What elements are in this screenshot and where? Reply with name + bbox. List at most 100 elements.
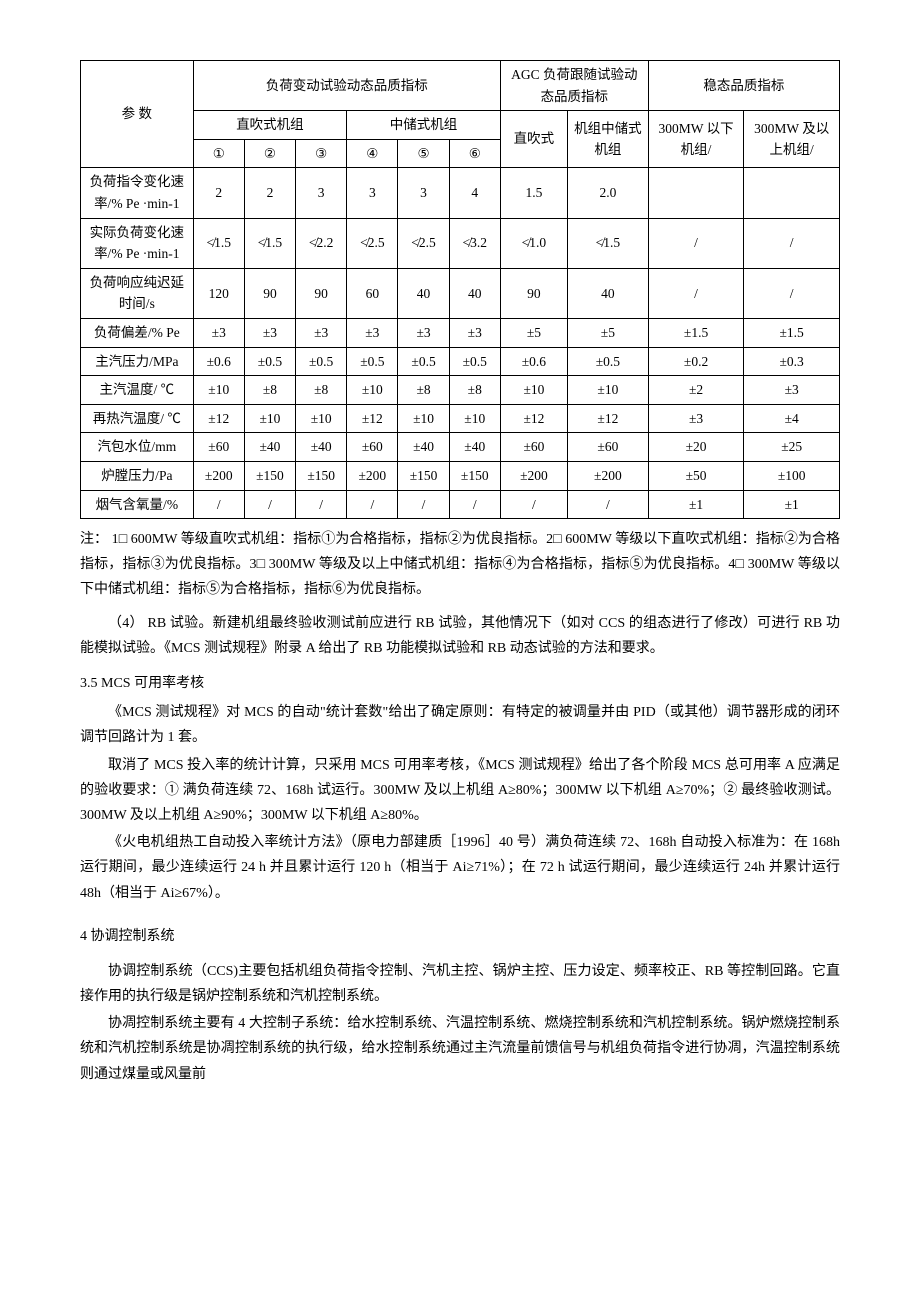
row-value: ±5 (500, 318, 567, 347)
th-c6: ⑥ (449, 139, 500, 168)
row-value: ±0.5 (449, 347, 500, 376)
row-value: 2 (193, 168, 244, 218)
row-value: ±0.5 (244, 347, 295, 376)
row-value: 2 (244, 168, 295, 218)
row-value: / (296, 490, 347, 519)
row-value: 40 (398, 268, 449, 318)
th-stable-above: 300MW 及以上机组/ (744, 111, 840, 168)
row-value: ±0.5 (398, 347, 449, 376)
row-value: ±100 (744, 461, 840, 490)
row-value: ±200 (347, 461, 398, 490)
row-value: ±4 (744, 404, 840, 433)
row-value: ≮1.5 (244, 218, 295, 268)
row-value: ±0.3 (744, 347, 840, 376)
row-value: / (744, 268, 840, 318)
row-value: 3 (296, 168, 347, 218)
para-4-1: 协调控制系统（CCS)主要包括机组负荷指令控制、汽机主控、锅炉主控、压力设定、频… (80, 959, 840, 1009)
row-value: ±0.6 (193, 347, 244, 376)
row-param: 汽包水位/mm (81, 433, 194, 462)
row-value: ±20 (648, 433, 744, 462)
row-param: 烟气含氧量/% (81, 490, 194, 519)
row-value: ≮2.2 (296, 218, 347, 268)
row-param: 炉膛压力/Pa (81, 461, 194, 490)
para-3-5-1: 《MCS 测试规程》对 MCS 的自动"统计套数"给出了确定原则：有特定的被调量… (80, 700, 840, 750)
row-value: / (567, 490, 648, 519)
row-value: ±40 (296, 433, 347, 462)
row-value: ±10 (244, 404, 295, 433)
row-value: ±12 (567, 404, 648, 433)
row-value: ±5 (567, 318, 648, 347)
row-value: ≮1.0 (500, 218, 567, 268)
th-agc: AGC 负荷跟随试验动态品质指标 (500, 61, 648, 111)
row-value: ±3 (193, 318, 244, 347)
table-row: 实际负荷变化速率/% Pe ·min-1≮1.5≮1.5≮2.2≮2.5≮2.5… (81, 218, 840, 268)
row-value: / (648, 218, 744, 268)
row-value: ±10 (296, 404, 347, 433)
row-value: ±200 (567, 461, 648, 490)
row-value: ±60 (193, 433, 244, 462)
th-c1: ① (193, 139, 244, 168)
row-value: ±3 (648, 404, 744, 433)
row-value: / (449, 490, 500, 519)
row-param: 实际负荷变化速率/% Pe ·min-1 (81, 218, 194, 268)
row-value: ±60 (347, 433, 398, 462)
row-param: 主汽压力/MPa (81, 347, 194, 376)
row-value: ±0.2 (648, 347, 744, 376)
para-4-2: 协凋控制系统主要有 4 大控制子系统：给水控制系统、汽温控制系统、燃烧控制系统和… (80, 1011, 840, 1087)
table-row: 烟气含氧量/%////////±1±1 (81, 490, 840, 519)
row-value: ±3 (398, 318, 449, 347)
row-value: 120 (193, 268, 244, 318)
row-value: ≮2.5 (347, 218, 398, 268)
para-rb: （4） RB 试验。新建机组最终验收测试前应进行 RB 试验，其他情况下（如对 … (80, 611, 840, 661)
row-value: ±40 (244, 433, 295, 462)
row-value: ±12 (500, 404, 567, 433)
table-note: 注： 1□ 600MW 等级直吹式机组：指标①为合格指标，指标②为优良指标。2□… (80, 527, 840, 603)
para-3-5-2: 取消了 MCS 投入率的统计计算，只采用 MCS 可用率考核，《MCS 测试规程… (80, 753, 840, 829)
row-value (648, 168, 744, 218)
row-value: ±12 (193, 404, 244, 433)
section-4-title: 4 协调控制系统 (80, 924, 840, 949)
row-value: ±1.5 (744, 318, 840, 347)
quality-index-table: 参 数 负荷变动试验动态品质指标 AGC 负荷跟随试验动态品质指标 稳态品质指标… (80, 60, 840, 519)
row-value: 40 (567, 268, 648, 318)
table-row: 炉膛压力/Pa±200±150±150±200±150±150±200±200±… (81, 461, 840, 490)
row-value: ≮1.5 (567, 218, 648, 268)
th-direct-blow: 直吹式机组 (193, 111, 347, 140)
row-value: ±2 (648, 376, 744, 405)
row-value: ±3 (296, 318, 347, 347)
row-value: ±1 (744, 490, 840, 519)
row-value: ±40 (449, 433, 500, 462)
row-param: 主汽温度/ ℃ (81, 376, 194, 405)
row-value: / (244, 490, 295, 519)
row-value: ±150 (449, 461, 500, 490)
row-value: 60 (347, 268, 398, 318)
row-value: ±3 (744, 376, 840, 405)
table-row: 负荷偏差/% Pe±3±3±3±3±3±3±5±5±1.5±1.5 (81, 318, 840, 347)
row-value: ±0.5 (567, 347, 648, 376)
row-value: ≮1.5 (193, 218, 244, 268)
row-param: 再热汽温度/ ℃ (81, 404, 194, 433)
row-value: / (398, 490, 449, 519)
row-value: ±8 (244, 376, 295, 405)
row-value: 1.5 (500, 168, 567, 218)
row-param: 负荷指令变化速率/% Pe ·min-1 (81, 168, 194, 218)
table-row: 主汽压力/MPa±0.6±0.5±0.5±0.5±0.5±0.5±0.6±0.5… (81, 347, 840, 376)
row-value: ±3 (244, 318, 295, 347)
th-c5: ⑤ (398, 139, 449, 168)
table-row: 再热汽温度/ ℃±12±10±10±12±10±10±12±12±3±4 (81, 404, 840, 433)
row-param: 负荷响应纯迟延时间/s (81, 268, 194, 318)
row-value: ±10 (193, 376, 244, 405)
row-value: 90 (244, 268, 295, 318)
th-stable: 稳态品质指标 (648, 61, 839, 111)
row-value: ±8 (296, 376, 347, 405)
table-row: 主汽温度/ ℃±10±8±8±10±8±8±10±10±2±3 (81, 376, 840, 405)
row-value (744, 168, 840, 218)
row-value: ±1.5 (648, 318, 744, 347)
row-value: ±150 (398, 461, 449, 490)
row-value: 90 (296, 268, 347, 318)
row-value: 40 (449, 268, 500, 318)
table-row: 负荷指令变化速率/% Pe ·min-12233341.52.0 (81, 168, 840, 218)
row-value: ±10 (449, 404, 500, 433)
table-row: 负荷响应纯迟延时间/s12090906040409040// (81, 268, 840, 318)
th-c3: ③ (296, 139, 347, 168)
